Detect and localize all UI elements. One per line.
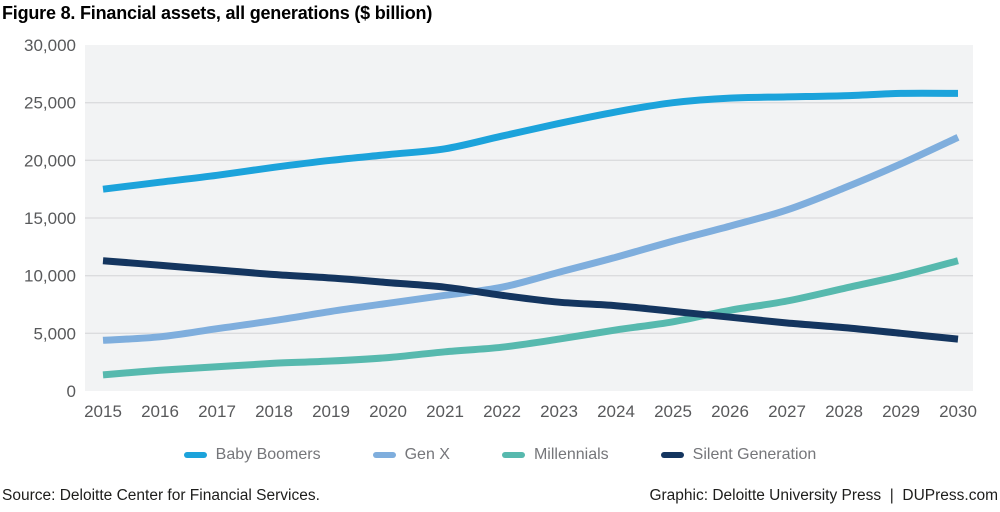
line-chart: 0 5,000 10,000 15,000 20,000 25,000 30,000 2015… bbox=[24, 36, 977, 421]
credit-text: Graphic: Deloitte University Press | DUP… bbox=[649, 487, 998, 504]
x-tick-label: 2028 bbox=[825, 402, 863, 421]
x-tick-label: 2017 bbox=[198, 402, 236, 421]
legend-label: Baby Boomers bbox=[215, 446, 321, 463]
series-line-baby-boomers bbox=[102, 89, 959, 193]
chart-canvas: 0 5,000 10,000 15,000 20,000 25,000 30,000 2015… bbox=[24, 36, 977, 421]
x-tick-label: 2023 bbox=[540, 402, 578, 421]
chart-title: Figure 8. Financial assets, all generati… bbox=[2, 3, 433, 23]
legend-swatch-silent-generation bbox=[660, 452, 684, 458]
x-tick-label: 2020 bbox=[369, 402, 407, 421]
legend-swatch-baby-boomers bbox=[183, 452, 207, 458]
x-tick-label: 2015 bbox=[84, 402, 122, 421]
x-tick-label: 2030 bbox=[939, 402, 977, 421]
series-line-silent-generation bbox=[102, 257, 959, 343]
x-tick-label: 2022 bbox=[483, 402, 521, 421]
legend-swatch-millennials bbox=[501, 452, 525, 458]
legend-label: Silent Generation bbox=[692, 446, 817, 463]
x-tick-label: 2025 bbox=[654, 402, 692, 421]
source-text: Source: Deloitte Center for Financial Se… bbox=[2, 487, 320, 504]
legend-item-silent-generation: Silent Generation bbox=[660, 446, 817, 464]
x-tick-label: 2018 bbox=[255, 402, 293, 421]
x-tick-label: 2029 bbox=[882, 402, 920, 421]
legend-item-baby-boomers: Baby Boomers bbox=[183, 446, 321, 464]
legend-label: Gen X bbox=[404, 446, 450, 463]
x-tick-label: 2024 bbox=[597, 402, 635, 421]
legend-item-gen-x: Gen X bbox=[372, 446, 450, 464]
x-tick-label: 2016 bbox=[141, 402, 179, 421]
y-tick-label: 30,000 bbox=[24, 36, 76, 55]
legend-swatch-gen-x bbox=[372, 452, 396, 458]
series-line-gen-x bbox=[102, 134, 960, 344]
legend-item-millennials: Millennials bbox=[501, 446, 609, 464]
y-tick-label: 15,000 bbox=[24, 209, 76, 228]
y-tick-label: 10,000 bbox=[24, 267, 76, 286]
gridlines bbox=[85, 102, 973, 334]
legend-label: Millennials bbox=[533, 446, 609, 463]
x-tick-label: 2021 bbox=[426, 402, 464, 421]
y-axis-labels: 0 5,000 10,000 15,000 20,000 25,000 30,000 bbox=[24, 36, 76, 401]
x-axis-labels: 2015 2016 2017 2018 2019 2020 2021 2022 2023 2024… bbox=[84, 402, 977, 421]
x-tick-label: 2027 bbox=[768, 402, 806, 421]
y-tick-label: 5,000 bbox=[33, 324, 76, 343]
chart-legend: Baby Boomers Gen X Millennials Silent Gener… bbox=[0, 444, 1000, 466]
y-tick-label: 20,000 bbox=[24, 151, 76, 170]
x-tick-label: 2019 bbox=[312, 402, 350, 421]
footer: Source: Deloitte Center for Financial Se… bbox=[0, 487, 1000, 505]
y-tick-label: 0 bbox=[67, 382, 76, 401]
series-line-millennials bbox=[102, 257, 959, 379]
y-tick-label: 25,000 bbox=[24, 94, 76, 113]
x-tick-label: 2026 bbox=[711, 402, 749, 421]
